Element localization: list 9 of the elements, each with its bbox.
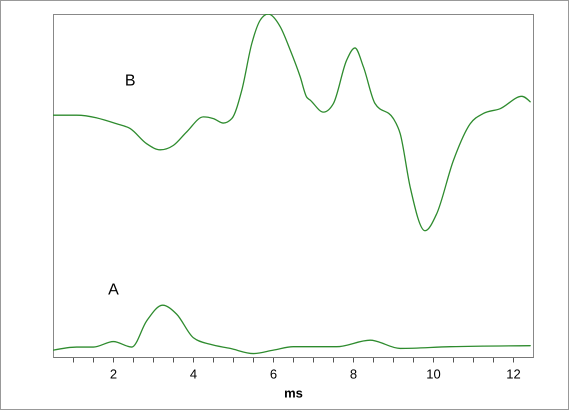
x-tick-label: 2 [110, 366, 118, 382]
x-tick-label: 4 [190, 366, 198, 382]
x-tick-label: 8 [350, 366, 358, 382]
x-tick-label: 6 [270, 366, 278, 382]
text: A [108, 282, 120, 299]
x-axis-title: ms [284, 386, 303, 400]
x-tick-label: 10 [426, 366, 441, 382]
text: B [124, 72, 136, 90]
x-tick-label: 12 [506, 366, 521, 382]
